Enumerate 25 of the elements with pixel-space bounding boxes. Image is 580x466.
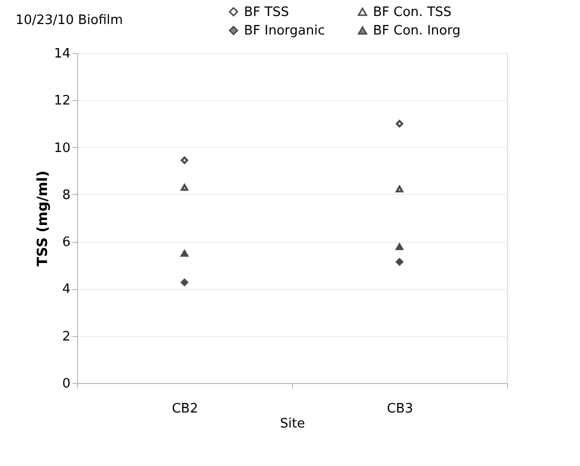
legend-label: BF Con. TSS <box>373 4 452 20</box>
y-tick-label: 8 <box>62 188 70 203</box>
x-axis-title: Site <box>280 416 305 432</box>
point <box>180 156 188 164</box>
y-axis-title: TSS (mg/ml) <box>34 170 51 266</box>
point <box>180 278 188 286</box>
chart-title: 10/23/10 Biofilm <box>15 13 123 28</box>
x-tick-label: CB3 <box>386 402 414 416</box>
y-tick-label: 14 <box>54 46 70 62</box>
y-tick-label: 4 <box>62 282 70 298</box>
y-tick-label: 12 <box>54 94 70 109</box>
point <box>396 120 404 128</box>
point <box>396 243 404 250</box>
point <box>396 258 404 266</box>
x-tick-label: CB2 <box>172 402 198 416</box>
y-tick-label: 10 <box>54 140 70 156</box>
point <box>180 184 188 191</box>
legend-label: BF TSS <box>244 4 289 20</box>
point <box>396 186 404 192</box>
legend-label: BF Con. Inorg <box>373 24 460 38</box>
legend-label: BF Inorganic <box>244 24 325 38</box>
y-tick-label: 6 <box>62 235 70 250</box>
point <box>180 250 188 257</box>
y-tick-label: 2 <box>62 329 70 344</box>
y-tick-label: 0 <box>62 376 70 392</box>
